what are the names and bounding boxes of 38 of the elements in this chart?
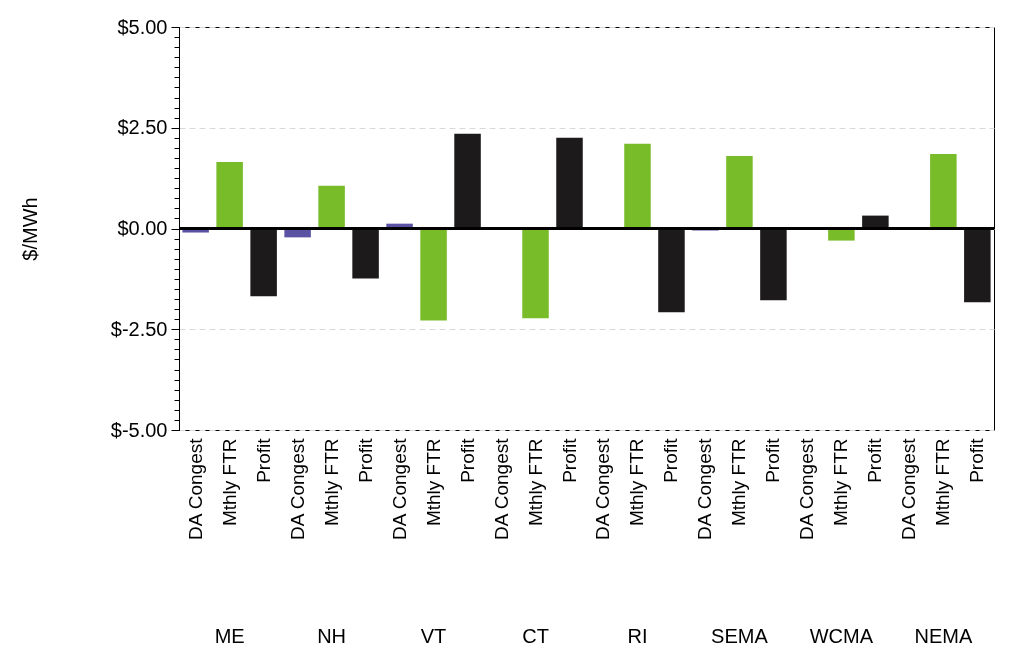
x-tick-label: DA Congest (592, 437, 614, 540)
x-tick-label: Mthly FTR (218, 438, 240, 527)
x-tick-label: Profit (456, 437, 478, 483)
x-tick-label: Profit (354, 437, 376, 483)
y-tick-label: $-5.00 (110, 418, 168, 441)
x-tick-label: Mthly FTR (320, 438, 342, 527)
x-tick-label: DA Congest (184, 437, 206, 540)
x-tick-label: DA Congest (898, 437, 920, 540)
y-tick-label: $5.00 (117, 15, 168, 38)
text: SEMA (711, 625, 769, 647)
text: ME (214, 625, 245, 647)
x-tick-label: DA Congest (490, 437, 512, 540)
text: NEMA (914, 625, 973, 647)
x-tick-label: Profit (762, 437, 784, 483)
x-tick-label: Mthly FTR (524, 438, 546, 527)
y-tick-label: $2.50 (117, 116, 168, 139)
x-tick-label: Profit (558, 437, 580, 483)
x-tick-label: Profit (252, 437, 274, 483)
x-tick-label: DA Congest (796, 437, 818, 540)
x-tick-label: Mthly FTR (932, 438, 954, 527)
x-tick-label: DA Congest (388, 437, 410, 540)
x-tick-label: Mthly FTR (728, 438, 750, 527)
text: NH (317, 625, 347, 647)
y-tick-label: $0.00 (117, 217, 168, 239)
y-axis-title: $/MWh (18, 197, 41, 261)
x-tick-label: Mthly FTR (626, 438, 648, 527)
x-tick-label: Profit (660, 437, 682, 483)
text: RI (627, 625, 648, 647)
y-tick-label: $-2.50 (110, 317, 168, 340)
x-tick-label: Profit (864, 437, 886, 483)
x-tick-label: Mthly FTR (422, 438, 444, 527)
text: WCMA (809, 625, 874, 647)
text: VT (420, 625, 447, 647)
x-tick-label: Mthly FTR (830, 438, 852, 527)
x-tick-label: DA Congest (694, 437, 716, 540)
text: CT (522, 625, 549, 647)
x-tick-label: Profit (966, 437, 988, 483)
x-tick-label: DA Congest (286, 437, 308, 540)
